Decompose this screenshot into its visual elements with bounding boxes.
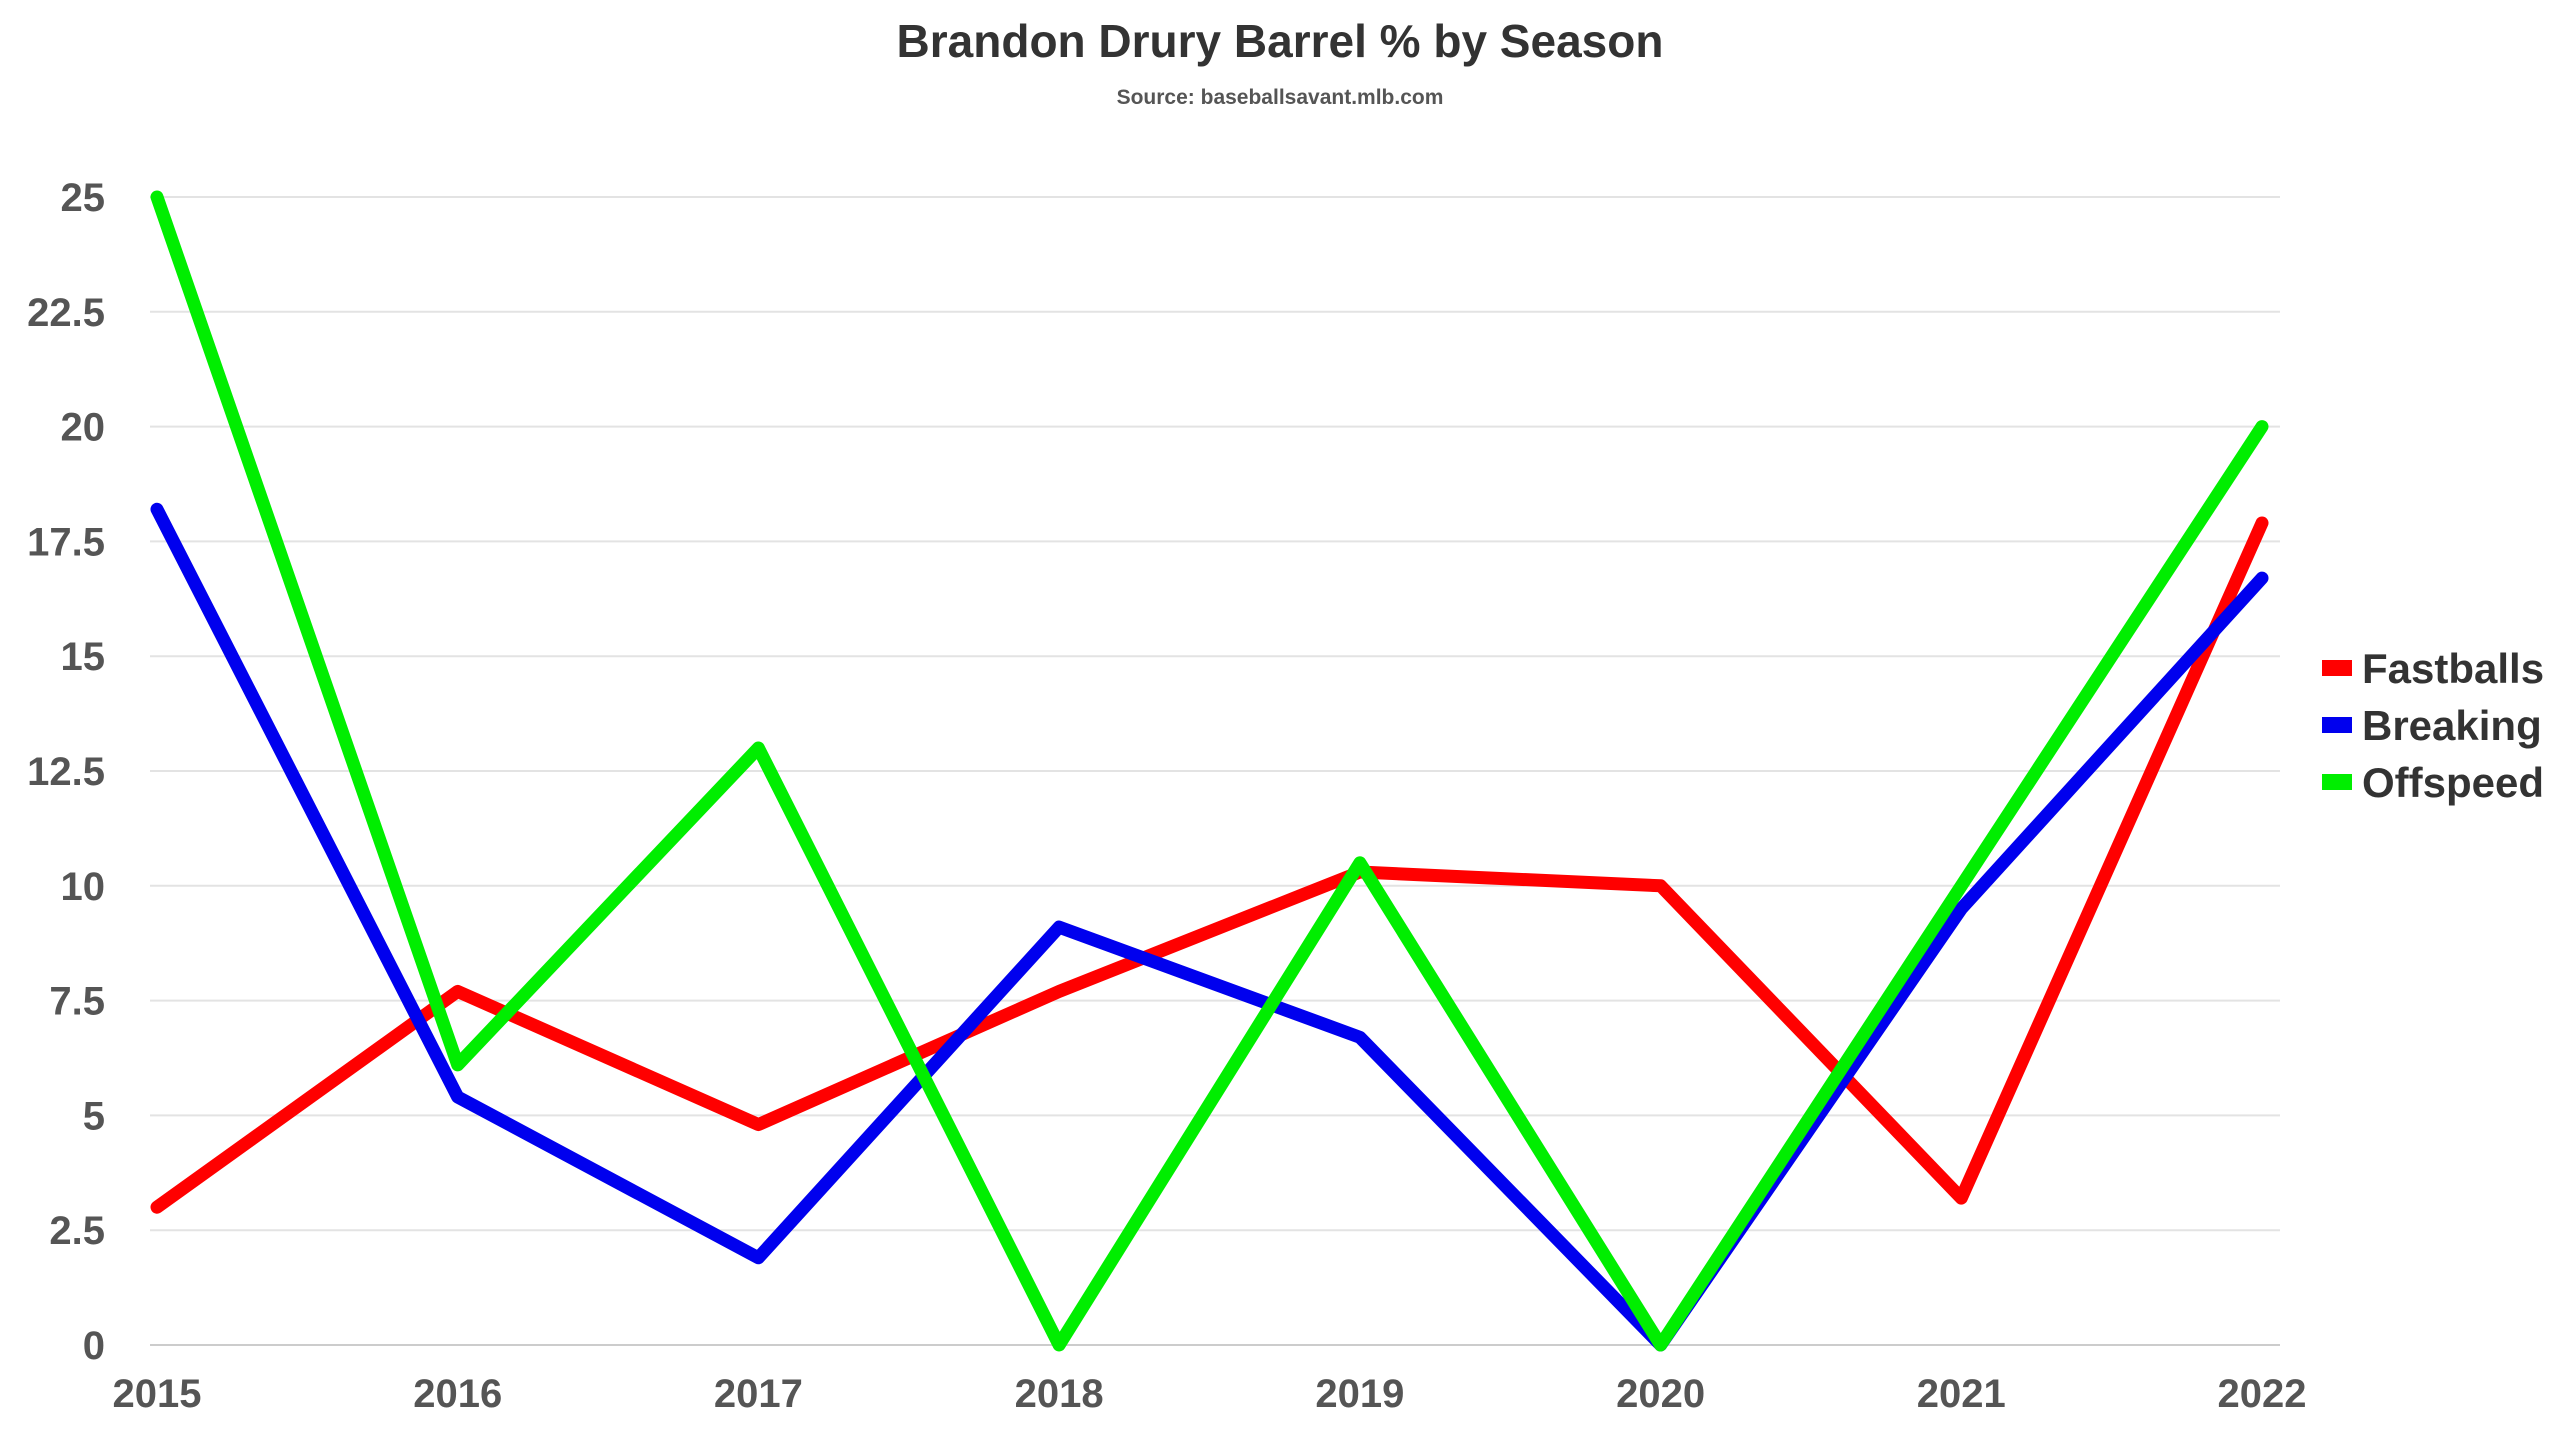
y-tick-label: 20	[61, 406, 106, 450]
series-lines	[150, 190, 2269, 1352]
legend-swatch-offspeed	[2322, 774, 2352, 790]
y-tick-label: 25	[61, 176, 106, 220]
y-tick-label: 10	[61, 865, 106, 909]
legend: Fastballs Breaking Offspeed	[2322, 645, 2544, 806]
y-tick-label: 15	[61, 635, 106, 679]
chart-subtitle: Source: baseballsavant.mlb.com	[1116, 86, 1444, 109]
x-tick-label: 2017	[714, 1372, 803, 1416]
x-tick-label: 2015	[113, 1372, 202, 1416]
y-tick-label: 12.5	[27, 750, 105, 794]
x-tick-label: 2022	[2218, 1372, 2307, 1416]
x-tick-label: 2019	[1315, 1372, 1404, 1416]
series-line-breaking	[150, 502, 2269, 1352]
y-tick-label: 5	[83, 1094, 105, 1138]
axes: 0 2.5 5 7.5 10 12.5 15 17.5 20 22.5 25 2015 2016 2017…	[27, 176, 2306, 1416]
x-tick-label: 2018	[1015, 1372, 1104, 1416]
y-tick-label: 22.5	[27, 291, 105, 335]
series-line-offspeed	[150, 190, 2269, 1352]
y-tick-label: 17.5	[27, 520, 105, 564]
x-tick-label: 2020	[1616, 1372, 1705, 1416]
legend-label-fastballs: Fastballs	[2362, 645, 2544, 692]
legend-swatch-breaking	[2322, 717, 2352, 733]
chart-title: Brandon Drury Barrel % by Season	[896, 15, 1664, 67]
y-tick-label: 7.5	[49, 980, 105, 1024]
y-tick-label: 2.5	[49, 1209, 105, 1253]
y-tick-label: 0	[83, 1324, 105, 1368]
legend-label-breaking: Breaking	[2362, 702, 2542, 749]
legend-swatch-fastballs	[2322, 660, 2352, 676]
legend-label-offspeed: Offspeed	[2362, 759, 2544, 806]
gridlines	[150, 196, 2280, 1346]
x-tick-label: 2021	[1917, 1372, 2006, 1416]
x-tick-label: 2016	[413, 1372, 502, 1416]
